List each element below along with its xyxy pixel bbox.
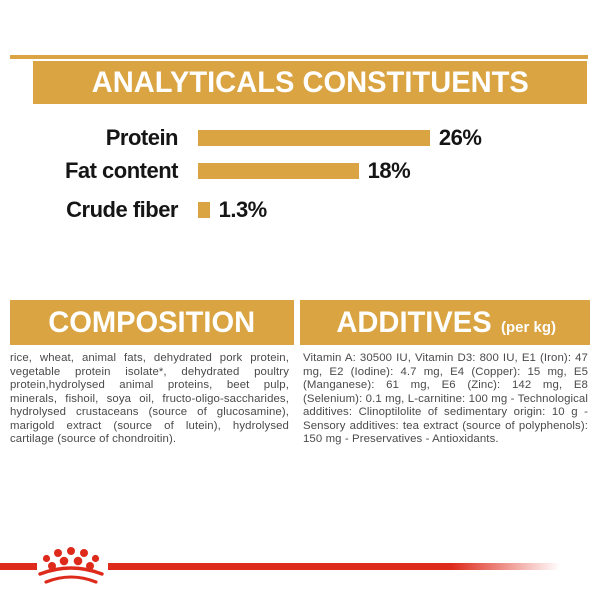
chart-value-protein: 26% [438,124,482,150]
additives-text: Vitamin A: 30500 IU, Vitamin D3: 800 IU,… [303,352,588,445]
additives-title: ADDITIVES [336,305,492,339]
chart-bar-fat [198,162,359,179]
chart-value-fiber: 1.3% [218,196,268,222]
chart-row-fiber: Crude fiber 1.3% [0,193,600,226]
chart-value-fat: 18% [367,157,411,183]
additives-header-bar: ADDITIVES (per kg) [300,300,590,345]
analyticals-header-title: ANALYTICALS CONSTITUENTS [91,65,529,99]
composition-title: COMPOSITION [48,305,256,339]
royal-canin-crown-icon [38,547,104,584]
top-gold-rule [10,55,588,59]
chart-bar-fiber [198,201,210,218]
chart-label-fat: Fat content [64,157,179,183]
chart-label-fiber: Crude fiber [66,196,178,222]
additives-subtitle: (per kg) [501,319,557,336]
footer-red-line-left [0,563,37,570]
footer-red-line-right [108,563,560,570]
analyticals-header-bar: ANALYTICALS CONSTITUENTS [33,61,587,104]
chart-label-protein: Protein [105,124,179,150]
chart-bar-protein [198,129,430,146]
chart-row-protein: Protein 26% [0,121,600,154]
composition-header-bar: COMPOSITION [10,300,294,345]
composition-text: rice, wheat, animal fats, dehydrated por… [10,352,289,445]
analytical-constituents-chart: Protein 26% Fat content 18% Crude fiber … [0,121,600,226]
chart-row-fat: Fat content 18% [0,154,600,187]
